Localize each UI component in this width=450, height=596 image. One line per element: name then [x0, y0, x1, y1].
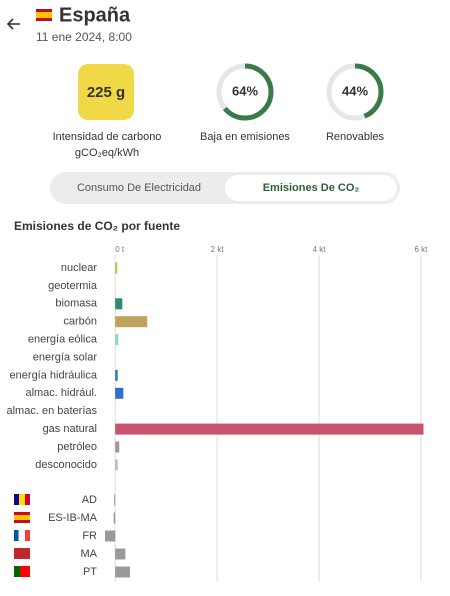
carbon-unit: gCO₂eq/kWh — [75, 147, 139, 159]
y-tick-label: almac. en baterías — [7, 405, 98, 417]
country-title: España — [59, 4, 131, 26]
bar — [113, 512, 116, 524]
y-tick-label: energía eólica — [28, 334, 98, 346]
active-tab[interactable] — [225, 175, 397, 201]
y-tick-label: FR — [82, 530, 97, 542]
y-tick-label: AD — [82, 494, 97, 506]
tab[interactable]: Consumo De Electricidad — [77, 182, 201, 194]
flag-pt — [14, 566, 30, 577]
bar — [115, 387, 124, 399]
y-tick-label: ES-IB-MA — [48, 512, 98, 524]
bar — [115, 334, 119, 346]
x-tick-label: 0 t — [115, 245, 125, 254]
bar — [115, 423, 424, 435]
gauge-label: Baja en emisiones — [200, 131, 290, 143]
y-tick-label: biomasa — [55, 298, 97, 310]
y-tick-label: geotermia — [48, 280, 98, 292]
y-tick-label: PT — [83, 566, 97, 578]
flag-fr — [14, 529, 30, 542]
x-tick-label: 4 kt — [313, 245, 327, 254]
bar — [115, 316, 148, 328]
carbon-value: 225 g — [87, 84, 125, 101]
flag-es — [14, 512, 30, 523]
x-tick-label: 2 kt — [211, 245, 225, 254]
bar — [114, 494, 116, 506]
bar — [115, 459, 118, 471]
y-tick-label: carbón — [63, 316, 97, 328]
bar — [115, 369, 118, 381]
tab[interactable]: Emisiones De CO₂ — [263, 182, 360, 194]
gauge-value: 64% — [232, 83, 258, 98]
gauge-arc — [326, 63, 384, 121]
x-tick-label: 6 kt — [414, 245, 428, 254]
spain-flag — [36, 9, 52, 21]
y-tick-label: energía hidráulica — [10, 369, 98, 381]
flags — [14, 494, 30, 577]
chart-title: Emisiones de CO₂ por fuente — [14, 219, 180, 233]
flag-ma — [14, 548, 30, 559]
bar — [115, 441, 120, 453]
carbon-box — [78, 64, 134, 120]
gauge-value: 44% — [342, 83, 368, 98]
bar — [115, 262, 118, 274]
bar — [115, 548, 126, 560]
y-tick-label: MA — [81, 548, 98, 560]
y-tick-label: nuclear — [61, 262, 97, 274]
y-tick-label: petróleo — [57, 441, 97, 453]
bar — [115, 566, 130, 578]
y-tick-label: desconocido — [35, 459, 97, 471]
flag-ad — [14, 494, 30, 505]
gauge-arc — [216, 63, 274, 121]
gauge-label: Renovables — [326, 131, 385, 143]
y-tick-label: almac. hidrául. — [25, 387, 97, 399]
back-arrow[interactable] — [6, 18, 20, 30]
carbon-label: Intensidad de carbono — [53, 131, 162, 143]
bar — [105, 530, 116, 542]
y-tick-label: energía solar — [33, 351, 98, 363]
bar — [115, 298, 123, 310]
y-tick-label: gas natural — [43, 423, 97, 435]
date: 11 ene 2024, 8:00 — [36, 30, 132, 44]
